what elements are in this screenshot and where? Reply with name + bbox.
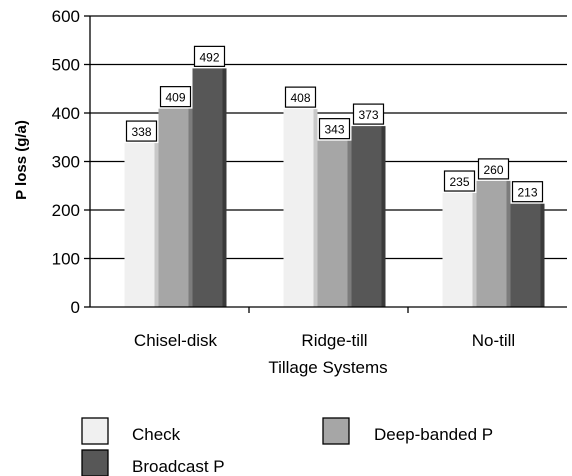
data-label: 492 [199, 50, 219, 64]
x-tick-label: Chisel-disk [134, 331, 218, 350]
legend-swatch [322, 417, 350, 445]
data-label: 213 [517, 186, 537, 200]
bar-shade [472, 193, 477, 307]
bar-shade [347, 140, 352, 307]
legend-label: Broadcast P [132, 457, 225, 476]
bar-shade [222, 68, 227, 307]
data-label: 235 [449, 175, 469, 189]
data-label-box [159, 86, 192, 108]
data-label-box [477, 158, 510, 180]
legend: Check Deep-banded P Broadcast P [81, 417, 493, 476]
y-tick-label: 300 [52, 153, 80, 172]
data-label: 373 [358, 108, 378, 122]
bar [351, 126, 382, 307]
x-tick-label: No-till [472, 331, 515, 350]
y-tick-label: 400 [52, 104, 80, 123]
bar [442, 193, 473, 307]
bar [124, 143, 155, 307]
legend-label: Check [132, 425, 181, 444]
y-axis-title: P loss (g/a) [13, 120, 30, 200]
bar-shade [154, 143, 159, 307]
y-tick-label: 100 [52, 250, 80, 269]
bar [283, 109, 314, 308]
bar [158, 108, 189, 307]
data-label: 260 [483, 163, 503, 177]
data-label-box [352, 103, 385, 125]
bar [192, 68, 223, 307]
y-tick-label: 500 [52, 56, 80, 75]
bar [510, 203, 541, 307]
legend-swatch [81, 417, 109, 445]
bar-shade [313, 109, 318, 308]
y-tick-label: 0 [71, 298, 80, 317]
x-tick-label: Ridge-till [301, 331, 367, 350]
data-label-box [125, 120, 158, 142]
x-axis-title: Tillage Systems [268, 358, 387, 377]
data-label: 408 [290, 91, 310, 105]
bar-shade [540, 203, 545, 307]
data-label-box [284, 86, 317, 108]
y-tick-label: 200 [52, 201, 80, 220]
data-label-box [443, 170, 476, 192]
data-label-box [511, 181, 544, 203]
y-tick-label: 600 [52, 7, 80, 26]
bar [317, 140, 348, 307]
bar-shade [506, 180, 511, 307]
data-label-box [318, 118, 351, 140]
data-label: 343 [324, 123, 344, 137]
data-label-box [193, 45, 226, 67]
legend-swatch [81, 449, 109, 476]
data-label: 409 [165, 91, 185, 105]
data-label: 338 [131, 125, 151, 139]
bar-shade [188, 108, 193, 307]
bar-shade [381, 126, 386, 307]
legend-label: Deep-banded P [374, 425, 493, 444]
bar [476, 180, 507, 307]
